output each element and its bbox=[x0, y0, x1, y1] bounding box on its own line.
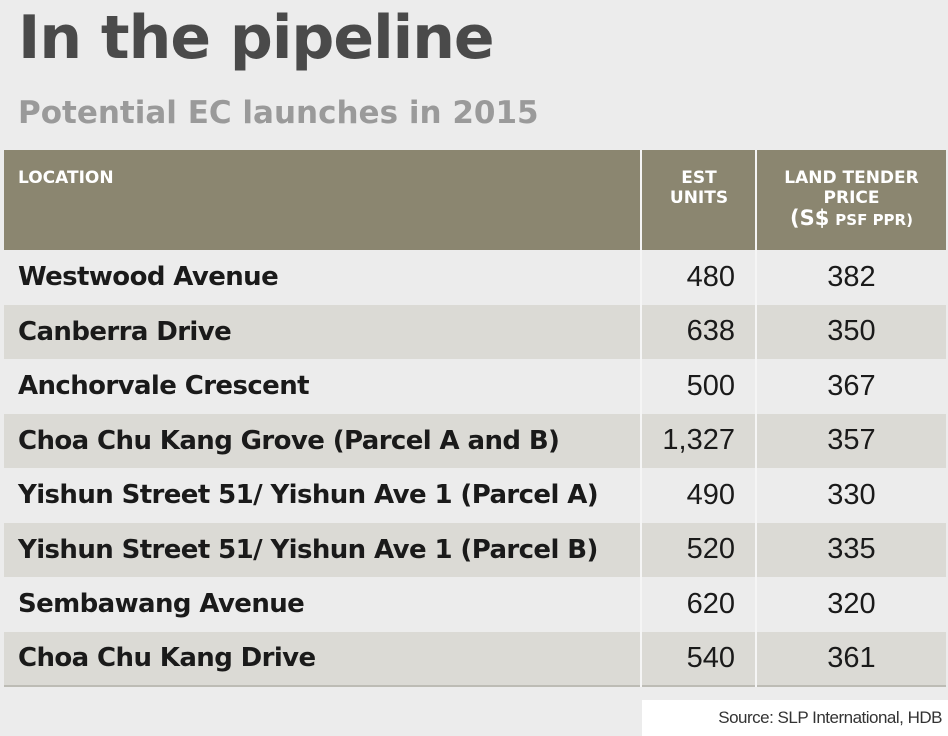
header-units-line1: EST bbox=[681, 168, 717, 188]
page-subtitle: Potential EC launches in 2015 bbox=[18, 95, 539, 131]
row-location: Westwood Avenue bbox=[18, 262, 279, 293]
table-row: Yishun Street 51/ Yishun Ave 1 (Parcel B… bbox=[4, 522, 946, 577]
header-price-currency: (S$ bbox=[790, 206, 830, 230]
header-price-line2: PRICE bbox=[823, 188, 880, 208]
table-row: Choa Chu Kang Drive 540 361 bbox=[4, 631, 946, 686]
row-location: Yishun Street 51/ Yishun Ave 1 (Parcel A… bbox=[18, 480, 599, 511]
header-land-tender-price: LAND TENDER PRICE (S$ PSF PPR) bbox=[755, 150, 946, 250]
row-est-units: 490 bbox=[640, 468, 756, 523]
row-land-price: 350 bbox=[755, 304, 946, 359]
table-row: Westwood Avenue 480 382 bbox=[4, 250, 946, 305]
row-est-units: 480 bbox=[640, 250, 756, 305]
row-est-units: 500 bbox=[640, 359, 756, 414]
ec-launch-table: LOCATION EST UNITS LAND TENDER PRICE (S$… bbox=[4, 150, 946, 687]
table-row: Yishun Street 51/ Yishun Ave 1 (Parcel A… bbox=[4, 468, 946, 523]
row-location: Yishun Street 51/ Yishun Ave 1 (Parcel B… bbox=[18, 534, 598, 565]
row-land-price: 320 bbox=[755, 577, 946, 632]
table-header-row: LOCATION EST UNITS LAND TENDER PRICE (S$… bbox=[4, 150, 946, 250]
row-est-units: 638 bbox=[640, 304, 756, 359]
row-land-price: 330 bbox=[755, 468, 946, 523]
table-row: Canberra Drive 638 350 bbox=[4, 304, 946, 359]
table-row: Choa Chu Kang Grove (Parcel A and B) 1,32… bbox=[4, 413, 946, 468]
table-row: Sembawang Avenue 620 320 bbox=[4, 577, 946, 632]
table-row: Anchorvale Crescent 500 367 bbox=[4, 359, 946, 414]
row-est-units: 1,327 bbox=[640, 413, 756, 468]
row-land-price: 335 bbox=[755, 522, 946, 577]
source-note: Source: SLP International, HDB bbox=[718, 708, 942, 727]
row-location: Canberra Drive bbox=[18, 316, 232, 347]
row-est-units: 540 bbox=[640, 631, 756, 686]
page-title: In the pipeline bbox=[18, 3, 495, 73]
header-location: LOCATION bbox=[18, 168, 114, 188]
header-est-units: EST UNITS bbox=[640, 150, 756, 250]
row-location: Sembawang Avenue bbox=[18, 589, 305, 620]
row-land-price: 361 bbox=[755, 631, 946, 686]
source-box: Source: SLP International, HDB bbox=[642, 700, 948, 736]
header-price-unit: PSF PPR) bbox=[835, 211, 913, 229]
header-price-line1: LAND TENDER bbox=[784, 168, 919, 188]
header-units-line2: UNITS bbox=[669, 188, 729, 208]
row-location: Choa Chu Kang Grove (Parcel A and B) bbox=[18, 425, 560, 456]
row-location: Choa Chu Kang Drive bbox=[18, 643, 316, 674]
row-est-units: 620 bbox=[640, 577, 756, 632]
row-land-price: 382 bbox=[755, 250, 946, 305]
row-est-units: 520 bbox=[640, 522, 756, 577]
row-land-price: 357 bbox=[755, 413, 946, 468]
row-land-price: 367 bbox=[755, 359, 946, 414]
row-location: Anchorvale Crescent bbox=[18, 371, 310, 402]
